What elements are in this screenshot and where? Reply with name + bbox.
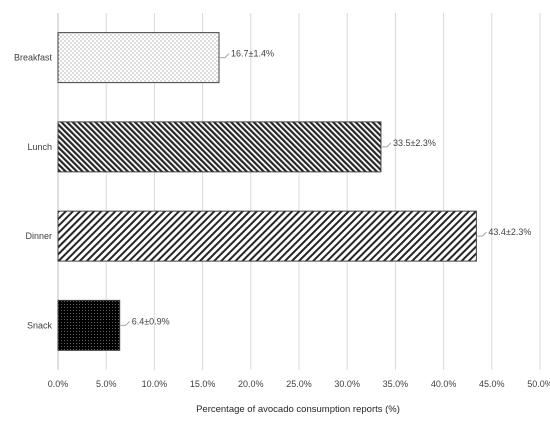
x-tick-label: 15.0% <box>190 379 216 389</box>
bar-lunch <box>57 121 382 173</box>
category-label: Dinner <box>25 231 52 241</box>
x-tick-label: 45.0% <box>479 379 505 389</box>
x-tick-label: 25.0% <box>286 379 312 389</box>
x-tick-label: 20.0% <box>238 379 264 389</box>
x-tick-label: 5.0% <box>96 379 117 389</box>
category-label: Lunch <box>27 142 52 152</box>
x-tick-label: 30.0% <box>334 379 360 389</box>
data-label-leader <box>381 142 392 148</box>
data-label: 43.4±2.3% <box>488 227 531 237</box>
x-axis-title: Percentage of avocado consumption report… <box>196 404 400 415</box>
x-tick-label: 40.0% <box>431 379 457 389</box>
category-label: Breakfast <box>14 53 53 63</box>
bar-dinner <box>57 210 477 262</box>
x-tick-label: 50.0% <box>527 379 550 389</box>
bar-breakfast <box>57 32 220 84</box>
data-label: 6.4±0.9% <box>132 316 170 326</box>
data-label-leader <box>477 231 487 237</box>
x-tick-label: 10.0% <box>142 379 168 389</box>
data-label: 33.5±2.3% <box>393 138 436 148</box>
data-label-leader <box>219 53 230 59</box>
data-label-leader <box>120 321 131 326</box>
bars <box>57 32 477 351</box>
x-tick-label: 0.0% <box>48 379 69 389</box>
labels: 0.0% 5.0% 10.0% 15.0% 20.0% 25.0% 30.0% 35.0% 40… <box>14 49 550 389</box>
x-tick-label: 35.0% <box>383 379 409 389</box>
bar-snack <box>57 299 121 351</box>
category-label: Snack <box>27 320 53 330</box>
data-label: 16.7±1.4% <box>231 49 274 59</box>
